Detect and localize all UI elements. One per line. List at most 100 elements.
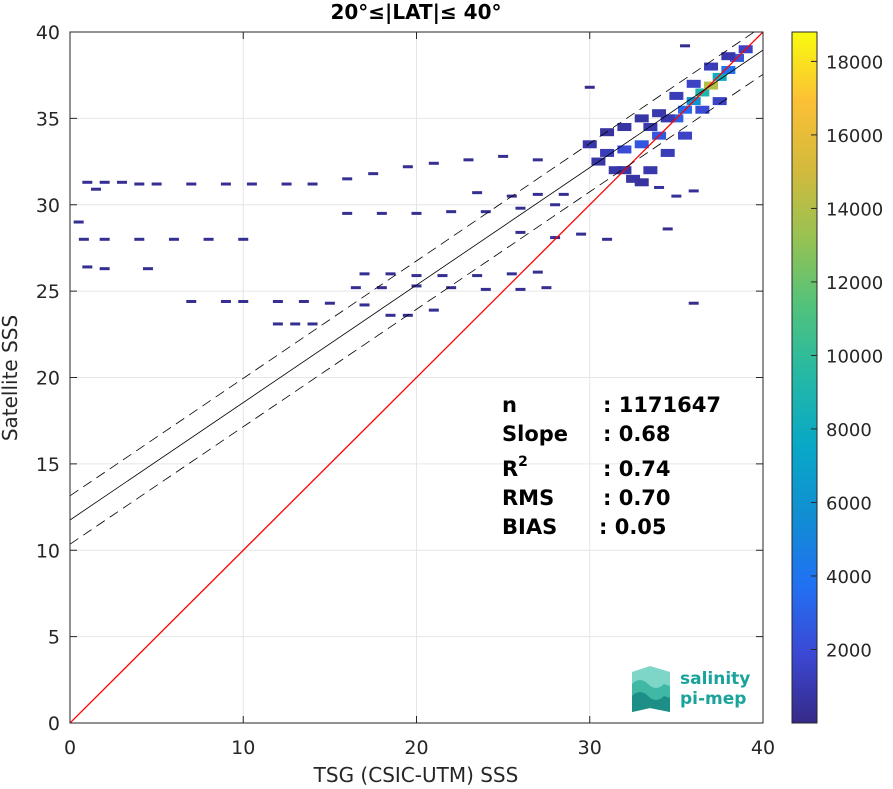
density-point xyxy=(600,128,615,137)
density-point xyxy=(634,140,649,149)
density-point xyxy=(437,274,448,278)
density-point xyxy=(78,237,89,241)
density-point xyxy=(712,97,727,106)
density-point xyxy=(643,123,658,132)
density-point xyxy=(576,232,587,236)
density-point xyxy=(600,148,615,157)
x-axis-ticks: 0 10 20 30 40 xyxy=(64,32,775,759)
fit-band-line xyxy=(70,73,763,545)
density-point xyxy=(446,286,457,290)
density-point xyxy=(688,189,699,193)
density-point xyxy=(411,274,422,278)
density-point xyxy=(272,322,283,326)
density-point xyxy=(186,182,197,186)
density-point xyxy=(376,286,387,290)
density-point xyxy=(688,301,699,305)
density-point xyxy=(680,44,691,48)
y-tick-label: 10 xyxy=(36,540,60,562)
density-point xyxy=(532,270,543,274)
colorbar-tick-label: 12000 xyxy=(826,273,883,294)
density-point xyxy=(602,237,613,241)
stat-label: RMS xyxy=(502,486,554,510)
density-point xyxy=(695,105,710,114)
colorbar-tick-label: 18000 xyxy=(826,52,883,73)
density-point xyxy=(186,299,197,303)
x-tick-label: 10 xyxy=(231,737,255,759)
density-point xyxy=(541,286,552,290)
x-tick-label: 40 xyxy=(751,737,775,759)
y-tick-label: 35 xyxy=(36,108,60,130)
density-point xyxy=(617,123,632,132)
density-point xyxy=(660,148,675,157)
density-point xyxy=(472,274,483,278)
density-point xyxy=(532,158,543,162)
density-point xyxy=(643,166,658,175)
density-point xyxy=(73,220,84,224)
y-tick-label: 40 xyxy=(36,22,60,44)
colorbar-tick-label: 16000 xyxy=(826,126,883,147)
stat-value: : 0.05 xyxy=(599,515,667,539)
colorbar-tick-label: 4000 xyxy=(826,567,872,588)
density-point xyxy=(168,237,179,241)
fit-line xyxy=(70,49,763,521)
density-point xyxy=(584,85,595,89)
density-point xyxy=(385,313,396,317)
wave-logo-icon xyxy=(632,666,670,712)
density-point xyxy=(550,203,561,207)
logo-line1: salinity xyxy=(680,669,750,689)
colorbar-tick-label: 10000 xyxy=(826,346,883,367)
density-point xyxy=(82,265,93,269)
salinity-pimep-logo: salinity pi-mep xyxy=(632,666,750,712)
density-point xyxy=(660,114,675,123)
density-point xyxy=(686,79,701,88)
density-point xyxy=(669,91,684,100)
density-point xyxy=(463,158,474,162)
density-point xyxy=(116,180,127,184)
reference-lines xyxy=(70,32,763,723)
density-point xyxy=(662,227,673,231)
density-point xyxy=(99,267,110,271)
density-point xyxy=(480,210,491,214)
density-point xyxy=(626,174,641,183)
density-point xyxy=(203,237,214,241)
y-tick-label: 25 xyxy=(36,281,60,303)
chart-title: 20°≤|LAT|≤ 40° xyxy=(330,0,501,24)
density-point xyxy=(411,211,422,215)
density-point xyxy=(411,284,422,288)
density-point xyxy=(652,109,667,118)
logo-line2: pi-mep xyxy=(680,689,746,709)
y-tick-label: 20 xyxy=(36,368,60,390)
density-point xyxy=(515,287,526,291)
density-point xyxy=(350,286,361,290)
x-axis-label: TSG (CSIC-UTM) SSS xyxy=(313,763,519,787)
density-point xyxy=(446,210,457,214)
density-point xyxy=(582,140,597,149)
density-point xyxy=(506,272,517,276)
density-point xyxy=(721,52,736,61)
density-point xyxy=(359,303,370,307)
density-point xyxy=(220,299,231,303)
density-point xyxy=(368,172,379,176)
density-point xyxy=(238,237,249,241)
density-point xyxy=(712,72,727,81)
stat-value: : 0.70 xyxy=(603,486,671,510)
density-point xyxy=(142,267,153,271)
density-point xyxy=(428,161,439,165)
density-point xyxy=(428,308,439,312)
density-point xyxy=(721,66,736,75)
y-tick-label: 0 xyxy=(48,713,60,735)
stat-label: n xyxy=(502,393,517,417)
density-point xyxy=(480,287,491,291)
density-point xyxy=(359,272,370,276)
colorbar-tick-label: 2000 xyxy=(826,640,872,661)
density-point xyxy=(704,62,719,71)
density-point xyxy=(678,131,693,140)
density-point xyxy=(402,165,413,169)
identity-line xyxy=(70,32,763,723)
stat-label: Slope xyxy=(502,422,568,446)
density-point xyxy=(376,211,387,215)
colorbar-tick-label: 8000 xyxy=(826,420,872,441)
x-tick-label: 20 xyxy=(404,737,428,759)
density-point xyxy=(617,145,632,154)
